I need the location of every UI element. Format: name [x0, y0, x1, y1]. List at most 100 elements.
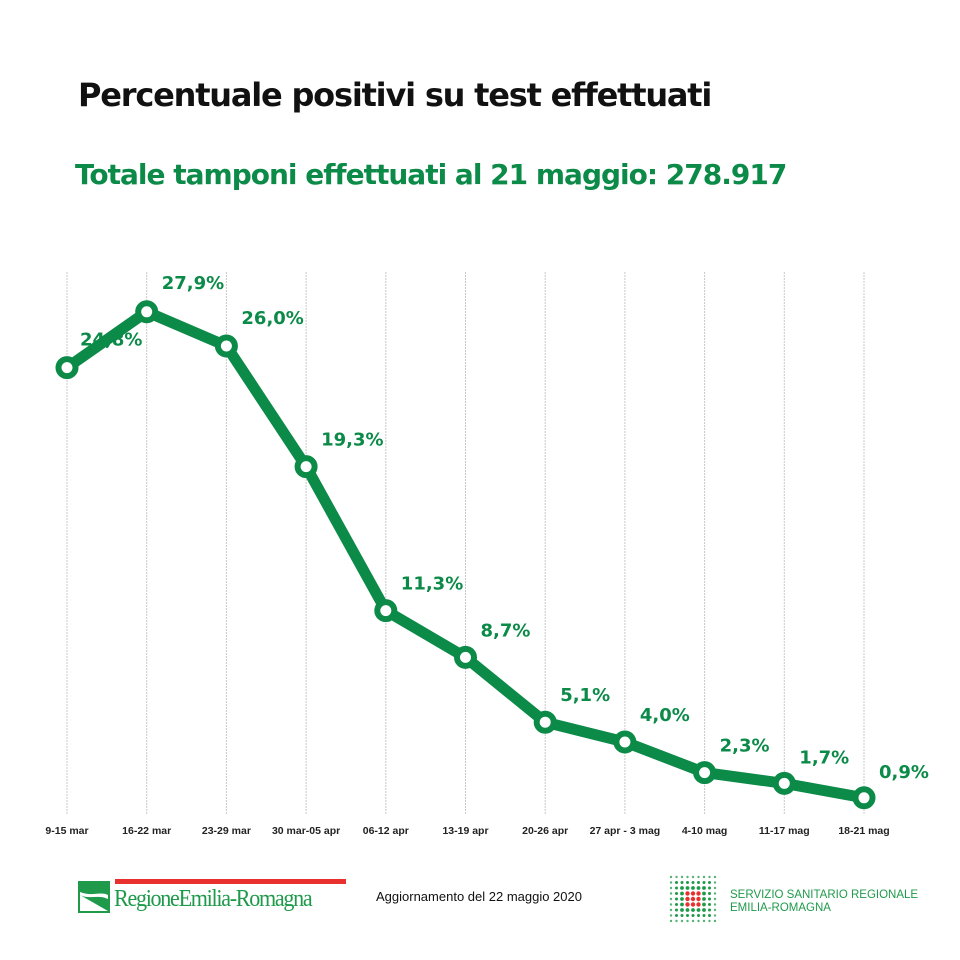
- logo-dot: [697, 875, 700, 879]
- logo-dot: [669, 908, 673, 912]
- x-tick-label: 4-10 mag: [682, 825, 728, 837]
- logo-dot: [691, 886, 695, 890]
- logo-dot: [669, 897, 673, 901]
- region-logo-text: RegioneEmilia-Romagna: [114, 886, 313, 912]
- logo-dot: [702, 919, 706, 923]
- line-chart: 9-15 mar 16-22 mar 23-29 mar 30 mar-05 apr 0…: [45, 272, 929, 837]
- logo-dot: [708, 897, 711, 901]
- chart-title: Percentuale positivi su test effettuati: [78, 76, 712, 114]
- logo-dot: [702, 891, 706, 896]
- logo-dot: [680, 914, 684, 917]
- data-point: [613, 730, 637, 754]
- logo-dot: [675, 914, 678, 917]
- data-label: 4,0%: [640, 705, 690, 726]
- data-label: 5,1%: [560, 685, 610, 706]
- logo-dot: [696, 908, 701, 912]
- logo-dot: [708, 875, 711, 879]
- data-label: 27,9%: [162, 273, 224, 294]
- logo-dot: [713, 897, 717, 901]
- x-tick-label: 23-29 mar: [202, 825, 251, 837]
- data-label: 8,7%: [481, 620, 531, 641]
- data-point: [852, 786, 876, 810]
- logo-dot: [680, 886, 684, 890]
- logo-dot: [686, 914, 689, 917]
- logo-dot: [680, 897, 684, 901]
- region-flag-icon: [78, 881, 110, 913]
- logo-dot: [690, 896, 696, 902]
- data-point: [533, 710, 557, 734]
- logo-dot: [675, 903, 678, 906]
- logo-dot: [686, 919, 689, 923]
- logo-dot: [691, 908, 695, 912]
- logo-dot: [669, 914, 673, 917]
- x-tick-label: 11-17 mag: [759, 825, 810, 837]
- logo-dot: [708, 881, 711, 884]
- data-label: 24,8%: [80, 330, 142, 351]
- logo-dot: [697, 881, 700, 884]
- data-point: [454, 645, 477, 669]
- data-point: [135, 300, 159, 324]
- logo-dot: [697, 914, 700, 917]
- logo-dot: [696, 891, 701, 896]
- data-label: 2,3%: [720, 736, 770, 757]
- logo-dot: [686, 881, 689, 884]
- logo-dot: [675, 892, 678, 895]
- logo-dot: [675, 881, 678, 884]
- logo-dot: [691, 914, 695, 917]
- logo-dot: [669, 886, 673, 890]
- data-label: 11,3%: [401, 574, 463, 595]
- data-point: [294, 455, 318, 479]
- data-point: [693, 761, 717, 785]
- logo-dot: [702, 897, 706, 901]
- logo-dot: [702, 875, 706, 879]
- dot-grid-icon: [669, 875, 717, 923]
- health-service-line1: SERVIZIO SANITARIO REGIONALE: [730, 889, 919, 901]
- logo-dot: [685, 896, 690, 902]
- logo-dot: [685, 886, 690, 890]
- logo-dot: [675, 897, 678, 901]
- logo-dot: [713, 892, 717, 895]
- logo-dot: [708, 919, 711, 923]
- gridlines: [66, 272, 865, 814]
- servizio-sanitario-logo: SERVIZIO SANITARIO REGIONALE EMILIA-ROMA…: [668, 874, 928, 926]
- logo-dot: [696, 896, 701, 902]
- logo-dot: [680, 902, 684, 907]
- logo-dot: [713, 886, 717, 890]
- logo-dot: [680, 875, 684, 879]
- data-point: [374, 599, 398, 623]
- logo-dot: [691, 881, 695, 884]
- data-labels: 24,8% 27,9% 26,0% 19,3% 11,3% 8,7% 5,1% 4,0% 2,3…: [80, 273, 929, 783]
- logo-dot: [702, 914, 706, 917]
- data-label: 1,7%: [799, 747, 849, 768]
- logo-dot: [669, 881, 673, 884]
- data-point: [772, 771, 796, 795]
- logo-dot: [691, 919, 695, 923]
- x-tick-label: 18-21 mag: [838, 825, 889, 837]
- logo-dot: [675, 875, 678, 879]
- logo-dot: [708, 886, 711, 890]
- logo-dot: [702, 881, 706, 884]
- logo-dot: [708, 892, 711, 895]
- logo-dot: [697, 919, 700, 923]
- x-tick-label: 13-19 apr: [442, 825, 488, 837]
- logo-dot: [685, 891, 690, 896]
- logo-dot: [680, 908, 684, 912]
- logo-dot: [675, 908, 678, 912]
- logo-dot: [713, 903, 717, 906]
- logo-dot: [686, 875, 689, 879]
- data-label: 19,3%: [321, 430, 383, 451]
- data-point: [55, 356, 79, 380]
- logo-dot: [669, 892, 673, 895]
- logo-dot: [702, 902, 706, 907]
- logo-dot: [713, 914, 717, 917]
- chart-subtitle: Totale tamponi effettuati al 21 maggio: …: [75, 158, 787, 191]
- logo-dot: [713, 919, 717, 923]
- logo-red-bar: [115, 879, 346, 884]
- x-tick-label: 16-22 mar: [122, 825, 171, 837]
- data-points: [55, 300, 876, 810]
- logo-dot: [713, 875, 717, 879]
- update-date: Aggiornamento del 22 maggio 2020: [376, 889, 582, 904]
- logo-dot: [696, 902, 701, 907]
- x-axis-tick-labels: 9-15 mar 16-22 mar 23-29 mar 30 mar-05 apr 0…: [45, 825, 889, 837]
- data-point: [214, 334, 238, 358]
